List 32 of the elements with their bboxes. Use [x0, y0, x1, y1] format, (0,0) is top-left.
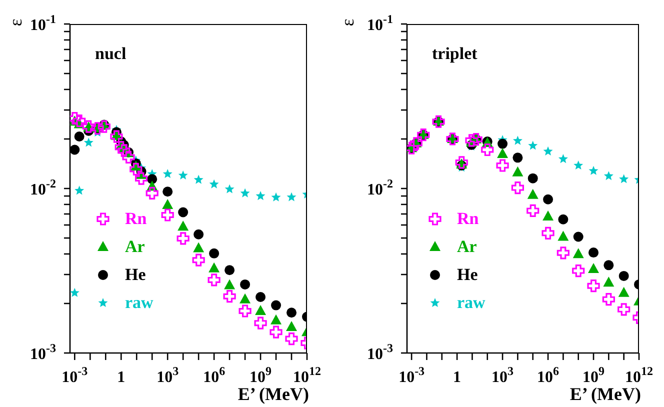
- text: nucl: [95, 44, 126, 64]
- y-tick-label: 10$^{-1}$: [30, 12, 56, 34]
- y-tick-label: 10$^{-3}$: [367, 341, 393, 363]
- y-tick-label: 10$^{-1}$: [367, 12, 393, 34]
- x-tick-label: 10$^{9}$: [582, 364, 605, 386]
- y-tick-label: 10$^{-3}$: [30, 341, 56, 363]
- x-tick-label: 10$^{-3}$: [398, 364, 425, 386]
- x-tick-label: 1: [453, 369, 462, 386]
- legend-label: Ar: [457, 237, 477, 257]
- y-tick-label: 10$^{-2}$: [367, 176, 393, 198]
- x-tick-label: 10$^{12}$: [293, 364, 321, 386]
- x-tick-label: 10$^{-3}$: [62, 364, 88, 386]
- x-axis-title: E’ (MeV): [570, 384, 641, 405]
- x-tick-label: 10$^{12}$: [625, 364, 653, 386]
- legend-label: raw: [457, 293, 486, 313]
- x-tick-label: 10$^{6}$: [537, 364, 560, 386]
- legend-label: Rn: [125, 209, 147, 229]
- x-tick-label: 10$^{3}$: [156, 364, 179, 386]
- y-tick-label: 10$^{-2}$: [30, 176, 56, 198]
- x-tick-label: 10$^{9}$: [250, 364, 272, 386]
- legend-label: He: [125, 265, 146, 285]
- y-axis-title: ε: [5, 18, 26, 26]
- x-tick-label: 1: [117, 369, 126, 386]
- x-tick-label: 10$^{3}$: [492, 364, 514, 386]
- legend-label: Ar: [125, 237, 145, 257]
- legend-label: Rn: [457, 209, 479, 229]
- x-axis-title: E’ (MeV): [238, 384, 309, 405]
- legend-label: raw: [125, 293, 154, 313]
- legend-label: He: [457, 265, 478, 285]
- x-tick-label: 10$^{6}$: [203, 364, 226, 386]
- y-axis-title: ε: [337, 18, 358, 26]
- text: triplet: [432, 44, 478, 64]
